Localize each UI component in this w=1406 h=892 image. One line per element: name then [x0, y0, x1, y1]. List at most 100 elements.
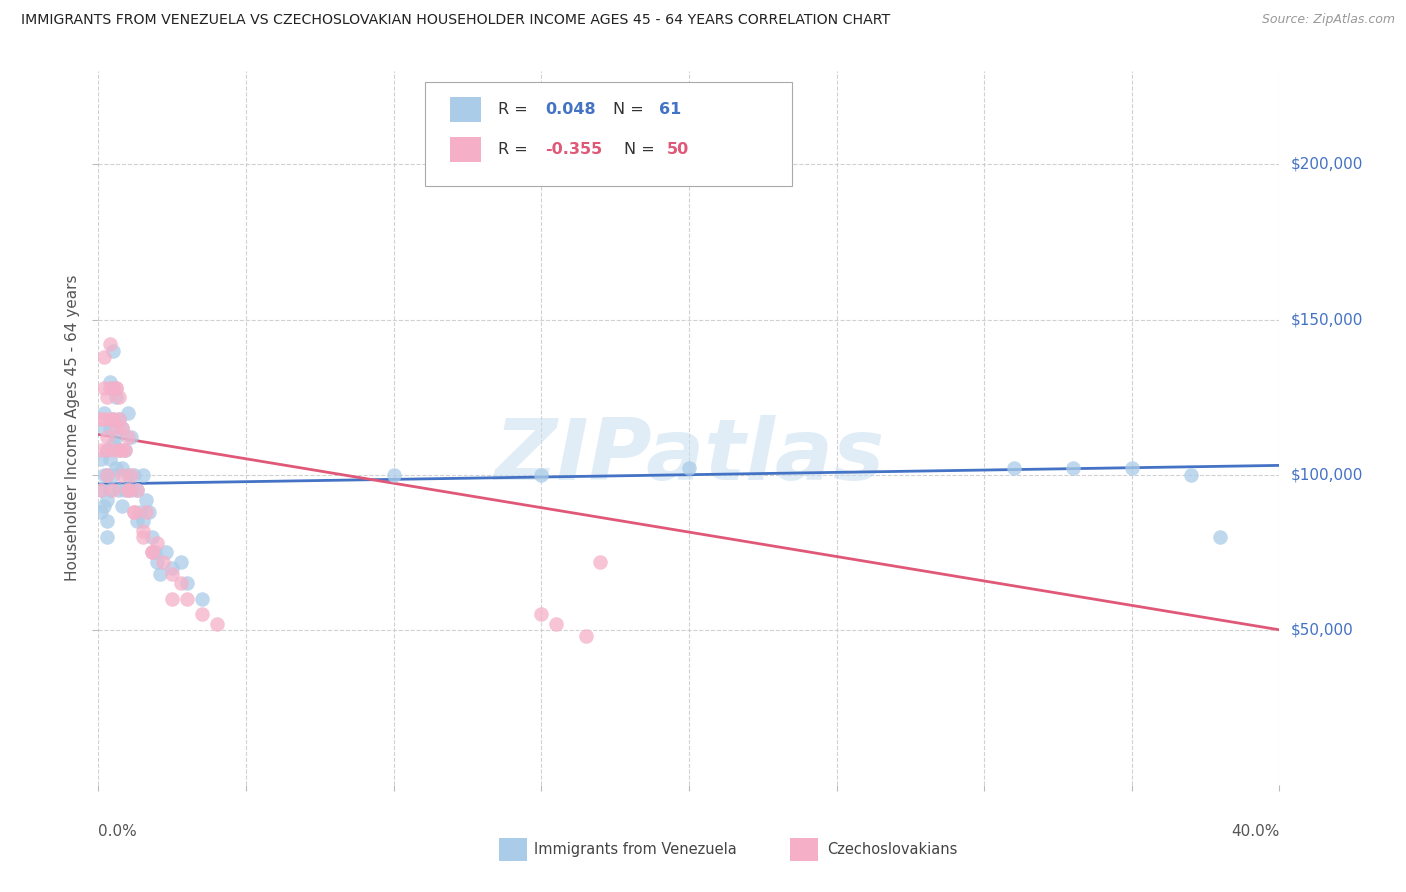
Point	[678, 461, 700, 475]
Point	[141, 545, 163, 559]
Point	[98, 452, 121, 467]
Text: 0.0%: 0.0%	[98, 824, 138, 838]
Point	[1121, 461, 1143, 475]
Point	[120, 430, 142, 444]
Point	[103, 412, 125, 426]
Point	[96, 390, 118, 404]
Point	[111, 467, 134, 482]
Point	[170, 576, 193, 591]
Point	[146, 555, 169, 569]
Point	[98, 483, 121, 498]
Point	[138, 505, 160, 519]
Point	[105, 381, 128, 395]
Point	[162, 561, 183, 575]
Point	[117, 467, 139, 482]
Point	[1209, 530, 1232, 544]
Text: $100,000: $100,000	[1291, 467, 1362, 483]
Point	[90, 505, 112, 519]
Point	[108, 442, 131, 457]
Point	[176, 576, 198, 591]
Text: IMMIGRANTS FROM VENEZUELA VS CZECHOSLOVAKIAN HOUSEHOLDER INCOME AGES 45 - 64 YEA: IMMIGRANTS FROM VENEZUELA VS CZECHOSLOVA…	[21, 13, 890, 28]
Text: Immigrants from Venezuela: Immigrants from Venezuela	[534, 842, 737, 856]
Point	[96, 442, 118, 457]
Point	[103, 412, 125, 426]
Point	[143, 545, 166, 559]
Point	[103, 343, 125, 358]
Point	[108, 390, 131, 404]
Point	[146, 536, 169, 550]
Text: 40.0%: 40.0%	[1232, 824, 1279, 838]
Point	[149, 566, 172, 581]
Point	[93, 499, 115, 513]
Point	[162, 591, 183, 606]
Point	[117, 406, 139, 420]
Point	[105, 381, 128, 395]
Point	[135, 492, 157, 507]
Point	[155, 545, 177, 559]
Point	[114, 442, 136, 457]
Point	[205, 616, 228, 631]
Text: -0.355: -0.355	[546, 143, 603, 157]
Point	[191, 607, 214, 622]
Point	[132, 467, 155, 482]
Point	[96, 467, 118, 482]
Text: ZIPatlas: ZIPatlas	[494, 415, 884, 499]
Point	[530, 467, 553, 482]
Point	[589, 555, 612, 569]
Text: $150,000: $150,000	[1291, 312, 1362, 327]
Point	[120, 467, 142, 482]
Point	[111, 499, 134, 513]
Point	[96, 467, 118, 482]
Point	[1002, 461, 1025, 475]
Text: Czechoslovakians: Czechoslovakians	[827, 842, 957, 856]
Point	[135, 505, 157, 519]
Point	[90, 412, 112, 426]
Point	[111, 421, 134, 435]
Point	[191, 591, 214, 606]
Text: R =: R =	[498, 103, 533, 117]
Point	[122, 467, 145, 482]
Point	[90, 483, 112, 498]
Point	[98, 337, 121, 351]
Point	[96, 442, 118, 457]
Point	[125, 483, 148, 498]
Point	[93, 412, 115, 426]
Point	[93, 467, 115, 482]
Text: $50,000: $50,000	[1291, 623, 1354, 637]
Point	[96, 430, 118, 444]
Text: 61: 61	[659, 103, 682, 117]
Point	[108, 412, 131, 426]
Point	[108, 412, 131, 426]
Text: R =: R =	[498, 143, 533, 157]
Point	[117, 483, 139, 498]
Point	[105, 461, 128, 475]
Point	[103, 381, 125, 395]
Point	[117, 430, 139, 444]
Point	[105, 390, 128, 404]
Point	[103, 442, 125, 457]
Point	[111, 461, 134, 475]
Point	[132, 514, 155, 528]
Point	[105, 430, 128, 444]
Point	[111, 442, 134, 457]
Point	[132, 524, 155, 538]
Point	[122, 505, 145, 519]
Point	[96, 514, 118, 528]
Point	[125, 514, 148, 528]
Point	[105, 421, 128, 435]
Point	[1062, 461, 1084, 475]
Point	[530, 607, 553, 622]
Text: N =: N =	[613, 103, 650, 117]
Point	[176, 591, 198, 606]
Point	[93, 406, 115, 420]
Point	[382, 467, 405, 482]
Text: 0.048: 0.048	[546, 103, 596, 117]
Point	[93, 350, 115, 364]
Point	[141, 545, 163, 559]
Point	[98, 412, 121, 426]
Point	[574, 629, 596, 643]
Point	[111, 421, 134, 435]
Point	[1180, 467, 1202, 482]
Point	[103, 436, 125, 450]
Point	[108, 483, 131, 498]
